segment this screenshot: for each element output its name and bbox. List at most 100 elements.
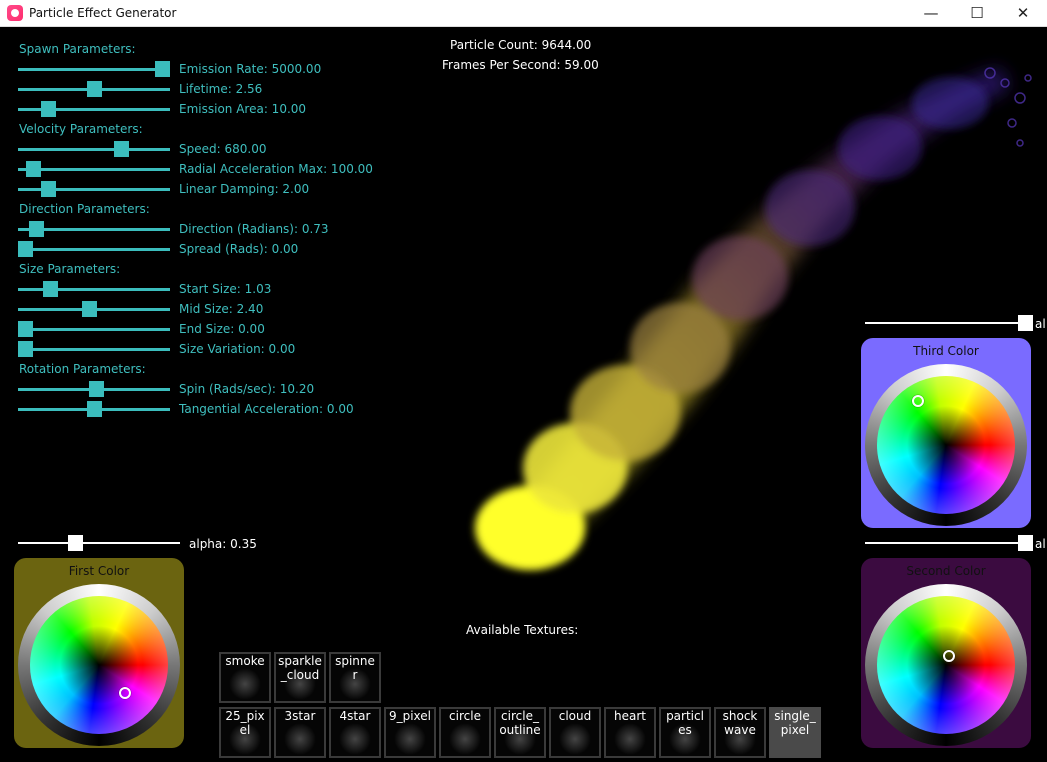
radial-acceleration-label: Radial Acceleration Max: 100.00 <box>179 162 373 176</box>
slider-thumb[interactable] <box>88 381 104 397</box>
speed-slider[interactable] <box>18 141 170 157</box>
slider-track <box>865 542 1033 544</box>
texture-label: cloud <box>558 709 592 723</box>
lifetime-slider[interactable] <box>18 81 170 97</box>
slider-track <box>18 68 170 71</box>
4star-texture-icon <box>339 723 371 755</box>
texture-label: circle_outline <box>499 709 541 737</box>
texture-heart[interactable]: heart <box>604 707 656 758</box>
circle-texture-icon <box>449 723 481 755</box>
slider-thumb[interactable] <box>1018 315 1033 331</box>
texture-25-pixel[interactable]: 25_pixel <box>219 707 271 758</box>
slider-thumb[interactable] <box>67 535 83 551</box>
texture-spinner[interactable]: spinner <box>329 652 381 703</box>
tangential-acceleration-label: Tangential Acceleration: 0.00 <box>179 402 354 416</box>
color-wheel-shade <box>30 596 168 734</box>
slider-thumb[interactable] <box>1018 535 1033 551</box>
slider-thumb[interactable] <box>87 401 102 417</box>
spread-label: Spread (Rads): 0.00 <box>179 242 299 256</box>
end-size-slider[interactable] <box>18 321 170 337</box>
color-cursor[interactable] <box>912 395 924 407</box>
emission-rate-label: Emission Rate: 5000.00 <box>179 62 322 76</box>
tangential-acceleration-slider[interactable] <box>18 401 170 417</box>
slider-track <box>18 148 170 151</box>
second-alpha-label: al <box>1035 537 1046 551</box>
25-pixel-texture-icon <box>229 723 261 755</box>
spawn-parameters-heading: Spawn Parameters: <box>19 42 136 56</box>
particle-count: Particle Count: 9644.00 <box>450 38 592 52</box>
available-textures-heading: Available Textures: <box>466 623 579 637</box>
maximize-button[interactable]: ☐ <box>970 4 984 22</box>
texture-single-pixel[interactable]: single_pixel <box>769 707 821 758</box>
size-parameters-heading: Size Parameters: <box>19 262 121 276</box>
speed-label: Speed: 680.00 <box>179 142 267 156</box>
emission-area-slider[interactable] <box>18 101 170 117</box>
radial-acceleration-slider[interactable] <box>18 161 170 177</box>
second-color-picker[interactable]: Second Color <box>861 558 1031 748</box>
emission-rate-slider[interactable] <box>18 61 170 77</box>
9-pixel-texture-icon <box>394 723 426 755</box>
texture-circle-outline[interactable]: circle_outline <box>494 707 546 758</box>
second-alpha-slider[interactable] <box>865 535 1033 551</box>
texture-sparkle-cloud[interactable]: sparkle_cloud <box>274 652 326 703</box>
third-alpha-slider[interactable] <box>865 315 1033 331</box>
slider-thumb[interactable] <box>18 321 33 337</box>
slider-thumb[interactable] <box>29 221 45 237</box>
texture-label: 25_pixel <box>225 709 265 737</box>
color-cursor[interactable] <box>119 687 131 699</box>
texture-cloud[interactable]: cloud <box>549 707 601 758</box>
third-alpha-label: al <box>1035 317 1046 331</box>
texture-smoke[interactable]: smoke <box>219 652 271 703</box>
texture-particles[interactable]: particles <box>659 707 711 758</box>
slider-track <box>18 188 170 191</box>
texture-4star[interactable]: 4star <box>329 707 381 758</box>
slider-track <box>18 108 170 111</box>
texture-label: circle <box>449 709 481 723</box>
slider-thumb[interactable] <box>18 341 33 357</box>
slider-thumb[interactable] <box>41 181 57 197</box>
particles-texture-icon <box>669 723 701 755</box>
first-alpha-slider[interactable] <box>18 535 180 551</box>
slider-thumb[interactable] <box>41 101 57 117</box>
spread-slider[interactable] <box>18 241 170 257</box>
mid-size-slider[interactable] <box>18 301 170 317</box>
slider-thumb[interactable] <box>82 301 98 317</box>
slider-track <box>18 288 170 291</box>
texture-shockwave[interactable]: shockwave <box>714 707 766 758</box>
third-color-picker[interactable]: Third Color <box>861 338 1031 528</box>
cloud-texture-icon <box>559 723 591 755</box>
texture-label: 9_pixel <box>388 709 432 723</box>
second-color-title: Second Color <box>906 564 986 578</box>
slider-track <box>865 322 1033 324</box>
frames-per-second: Frames Per Second: 59.00 <box>442 58 599 72</box>
direction-slider[interactable] <box>18 221 170 237</box>
slider-thumb[interactable] <box>114 141 130 157</box>
texture-label: shockwave <box>722 709 758 737</box>
texture-circle[interactable]: circle <box>439 707 491 758</box>
minimize-button[interactable]: — <box>923 4 939 22</box>
size-variation-slider[interactable] <box>18 341 170 357</box>
slider-track <box>18 168 170 171</box>
linear-damping-slider[interactable] <box>18 181 170 197</box>
slider-thumb[interactable] <box>42 281 58 297</box>
slider-track <box>18 348 170 351</box>
spin-slider[interactable] <box>18 381 170 397</box>
texture-9-pixel[interactable]: 9_pixel <box>384 707 436 758</box>
slider-thumb[interactable] <box>87 81 102 97</box>
texture-label: heart <box>614 709 646 723</box>
start-size-slider[interactable] <box>18 281 170 297</box>
slider-thumb[interactable] <box>155 61 170 77</box>
direction-parameters-heading: Direction Parameters: <box>19 202 150 216</box>
first-color-picker[interactable]: First Color <box>14 558 184 748</box>
size-variation-label: Size Variation: 0.00 <box>179 342 296 356</box>
heart-texture-icon <box>614 723 646 755</box>
spinner-texture-icon <box>339 668 371 700</box>
close-button[interactable]: ✕ <box>1016 4 1030 22</box>
slider-thumb[interactable] <box>26 161 42 177</box>
sparkle-cloud-texture-icon <box>284 668 316 700</box>
texture-3star[interactable]: 3star <box>274 707 326 758</box>
shockwave-texture-icon <box>724 723 756 755</box>
texture-label: smoke <box>225 654 265 668</box>
color-cursor[interactable] <box>943 650 955 662</box>
slider-thumb[interactable] <box>18 241 33 257</box>
